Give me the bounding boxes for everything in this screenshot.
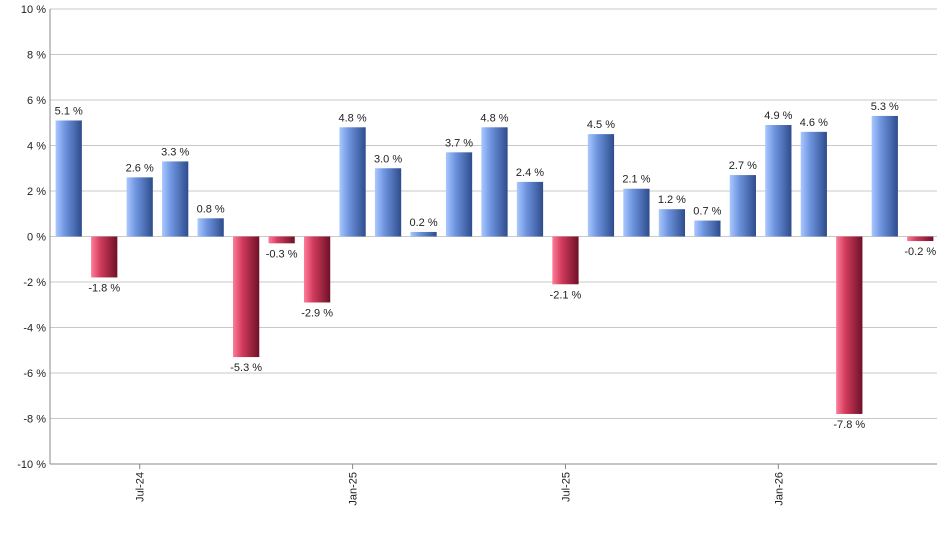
data-label: 3.3 % xyxy=(161,146,189,158)
y-tick-label: -10 % xyxy=(17,459,46,471)
bar xyxy=(800,131,827,237)
bar xyxy=(587,134,615,237)
y-tick-label: 6 % xyxy=(27,95,46,107)
bar xyxy=(552,236,579,285)
data-label: 3.7 % xyxy=(445,137,473,149)
bar xyxy=(623,188,650,237)
data-label: -1.8 % xyxy=(88,282,120,294)
bar xyxy=(694,220,721,237)
bar xyxy=(91,236,118,278)
bar xyxy=(410,231,437,237)
x-tick-label: Jan-26 xyxy=(773,472,785,506)
data-label: 4.5 % xyxy=(587,119,615,131)
y-tick-label: 4 % xyxy=(27,141,46,153)
data-label: 0.8 % xyxy=(197,203,225,215)
bar xyxy=(268,236,295,244)
data-labels: 5.1 % -1.8 % 2.6 % 3.3 % 0.8 % -5.3 % -0.3 % -2… xyxy=(55,101,937,431)
bar xyxy=(126,177,153,237)
data-label: 0.7 % xyxy=(693,206,721,218)
data-label: 5.1 % xyxy=(55,105,83,117)
bar xyxy=(836,236,863,414)
bars xyxy=(55,115,934,414)
bar xyxy=(907,236,934,242)
data-label: -2.9 % xyxy=(301,307,333,319)
data-label: 4.8 % xyxy=(339,112,367,124)
y-tick-label: 0 % xyxy=(27,232,46,244)
data-label: -0.2 % xyxy=(904,246,936,258)
y-tick-label: -6 % xyxy=(23,368,46,380)
x-tick-label: Jan-25 xyxy=(348,472,360,506)
data-label: -7.8 % xyxy=(833,419,865,431)
data-label: 2.7 % xyxy=(729,160,757,172)
y-tick-label: 8 % xyxy=(27,50,46,62)
y-tick-label: 2 % xyxy=(27,186,46,198)
data-label: 0.2 % xyxy=(409,217,437,229)
bar xyxy=(871,115,898,237)
data-label: -5.3 % xyxy=(230,362,262,374)
data-label: 4.8 % xyxy=(480,112,508,124)
bar xyxy=(162,161,189,237)
bar xyxy=(374,168,402,237)
bar xyxy=(197,218,224,237)
data-label: 2.4 % xyxy=(516,167,544,179)
y-axis-tick-labels: -10 % -8 % -6 % -4 % -2 % 0 % 2 % 4 % 6 % 8 % 10 % xyxy=(17,4,46,471)
bar xyxy=(765,125,792,237)
data-label: 5.3 % xyxy=(871,101,899,113)
y-tick-label: -2 % xyxy=(23,277,46,289)
y-tick-label: 10 % xyxy=(21,4,46,16)
bar xyxy=(729,175,756,237)
data-label: 3.0 % xyxy=(374,153,402,165)
y-tick-label: -4 % xyxy=(23,323,46,335)
bar xyxy=(55,120,82,237)
bar xyxy=(233,236,260,358)
y-tick-label: -8 % xyxy=(23,414,46,426)
bar xyxy=(516,181,544,237)
x-tick-label: Jul-24 xyxy=(135,472,147,502)
data-label: -0.3 % xyxy=(266,248,298,260)
data-label: -2.1 % xyxy=(550,289,582,301)
x-tick-label: Jul-25 xyxy=(560,472,572,502)
bar xyxy=(339,127,366,237)
data-label: 4.6 % xyxy=(800,117,828,129)
data-label: 1.2 % xyxy=(658,194,686,206)
data-label: 4.9 % xyxy=(764,110,792,122)
x-axis-tick-labels: Jul-24 Jan-25 Jul-25 Jan-26 xyxy=(135,472,786,506)
bar xyxy=(658,209,686,237)
bar xyxy=(445,152,473,237)
data-label: 2.1 % xyxy=(622,174,650,186)
bar xyxy=(303,236,331,303)
axes xyxy=(49,9,937,469)
data-label: 2.6 % xyxy=(126,162,154,174)
bar xyxy=(481,127,508,237)
